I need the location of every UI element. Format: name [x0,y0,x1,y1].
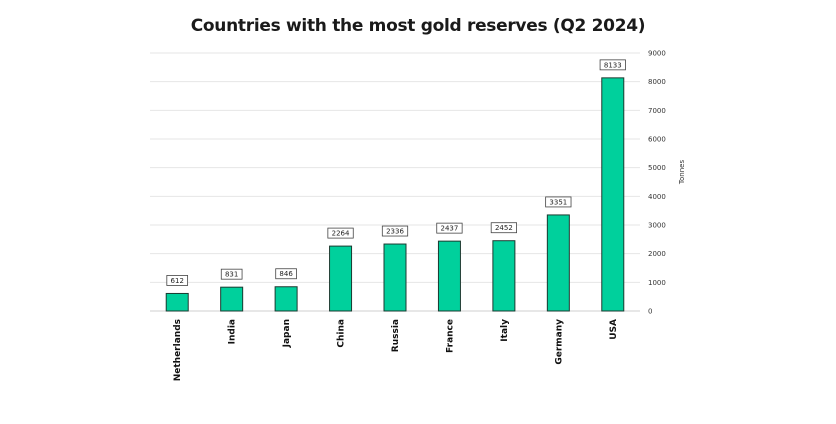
x-tick-label: Japan [282,319,292,348]
x-tick-label: Italy [500,319,510,342]
data-label-text: 2264 [332,230,350,238]
bar-china [329,245,353,312]
data-label-text: 8133 [604,61,622,69]
bar-russia [383,243,407,312]
y-tick-label: 9000 [648,50,666,58]
y-tick-label: 5000 [648,164,666,172]
x-tick-label: Germany [554,319,564,365]
y-tick-label: 3000 [648,222,666,230]
data-label-china: 2264 [327,227,354,239]
bars [165,77,625,312]
y-tick-label: 2000 [648,250,666,258]
data-label-box [599,59,626,71]
y-tick-label: 1000 [648,279,666,287]
y-tick-label: 4000 [648,193,666,201]
data-label-text: 2437 [441,225,459,233]
data-labels: 612 831 846 2264 2336 2437 2452 3351 8133 [166,59,626,286]
bar-india [220,286,244,312]
chart-title: Countries with the most gold reserves (Q… [190,16,646,36]
data-label-box [275,268,297,280]
y-tick-label: 6000 [648,136,666,144]
data-label-text: 846 [279,270,293,278]
data-label-japan: 846 [275,268,297,280]
y-tick-label: 7000 [648,107,666,115]
data-label-box [490,222,517,234]
x-tick-label: Netherlands [173,319,183,381]
x-tick-label: India [228,319,238,344]
data-label-text: 2336 [386,228,404,236]
data-label-text: 2452 [495,224,513,232]
bar-japan [274,286,298,312]
data-label-box [545,196,572,208]
data-label-box [220,268,243,280]
x-tick-label: Russia [391,319,401,352]
data-label-russia: 2336 [381,225,409,237]
data-label-box [327,227,354,239]
data-label-india: 831 [220,268,243,280]
y-tick-label: 0 [648,308,652,316]
bar-netherlands [165,292,189,312]
y-axis-ticks: 0 1000 2000 3000 4000 5000 6000 7000 8000 9000 [648,50,666,316]
x-tick-label: USA [609,319,619,340]
y-tick-label: 8000 [648,78,666,86]
data-label-box [381,225,409,237]
data-label-italy: 2452 [490,222,517,234]
data-label-text: 831 [225,271,238,279]
data-label-box [436,222,463,234]
bar-usa [601,77,625,312]
data-label-text: 612 [171,277,184,285]
bar-germany [546,214,570,312]
x-tick-label: China [337,319,347,348]
data-label-france: 2437 [436,222,463,234]
y-axis-label: Tonnes [678,160,686,186]
data-label-text: 3351 [549,198,567,206]
x-axis-ticks: Netherlands India Japan China Russia France It… [173,319,619,381]
data-label-usa: 8133 [599,59,626,71]
data-label-germany: 3351 [545,196,572,208]
bar-france [437,240,461,312]
bar-italy [492,240,516,312]
x-tick-label: France [445,319,455,353]
data-label-box [166,275,189,286]
data-label-netherlands: 612 [166,275,189,286]
